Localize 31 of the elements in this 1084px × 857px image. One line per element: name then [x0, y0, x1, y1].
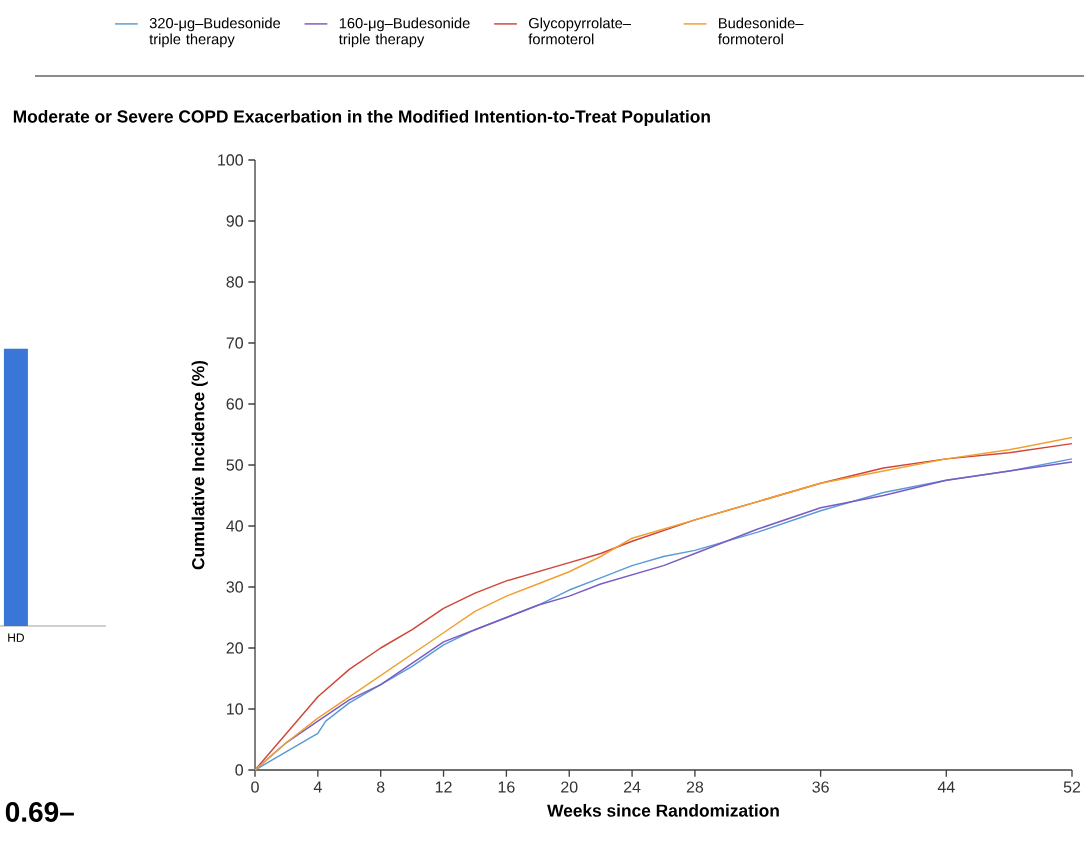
y-tick-label: 10 — [227, 703, 244, 715]
y-tick-label: 0 — [235, 764, 244, 776]
x-tick-label: 8 — [376, 781, 385, 793]
x-axis-title: Weeks since Randomization — [547, 803, 779, 817]
x-tick-label: 52 — [1063, 781, 1081, 793]
y-tick-label: 90 — [226, 215, 244, 227]
legend-label: Budesonide–formoterol — [718, 17, 804, 45]
x-tick-label: 12 — [435, 781, 452, 793]
x-tick-label: 44 — [937, 781, 955, 793]
y-tick-label: 40 — [226, 520, 244, 532]
x-tick-label: 20 — [561, 781, 578, 793]
y-tick-label: 30 — [226, 581, 244, 593]
x-tick-label: 0 — [251, 781, 259, 793]
x-tick-label: 36 — [812, 781, 829, 793]
legend-label: 320-μg–Budesonide triple therapy — [149, 17, 281, 48]
chart-title: Moderate or Severe COPD Exacerbation in the Modified Intention-to-Treat Population — [13, 109, 710, 126]
y-tick-label: 60 — [226, 398, 244, 410]
legend-label: Glycopyrrolate–formoterol — [528, 17, 631, 45]
x-tick-label: 4 — [313, 781, 322, 793]
y-axis-title: Cumulative Incidence (%) — [191, 360, 208, 570]
y-tick-label: 70 — [226, 337, 244, 349]
legend-label: 160-μg–Budesonide triple therapy — [338, 17, 470, 48]
x-tick-label: 24 — [623, 781, 641, 793]
y-tick-label: 50 — [226, 459, 244, 471]
y-tick-label: 80 — [226, 276, 244, 288]
y-tick-label: 20 — [226, 642, 244, 654]
y-tick-label: 100 — [218, 154, 243, 166]
text: 0.69– — [5, 801, 74, 822]
x-tick-label: HD — [8, 633, 24, 642]
x-tick-label: 28 — [686, 781, 704, 793]
x-tick-label: 16 — [498, 781, 515, 793]
